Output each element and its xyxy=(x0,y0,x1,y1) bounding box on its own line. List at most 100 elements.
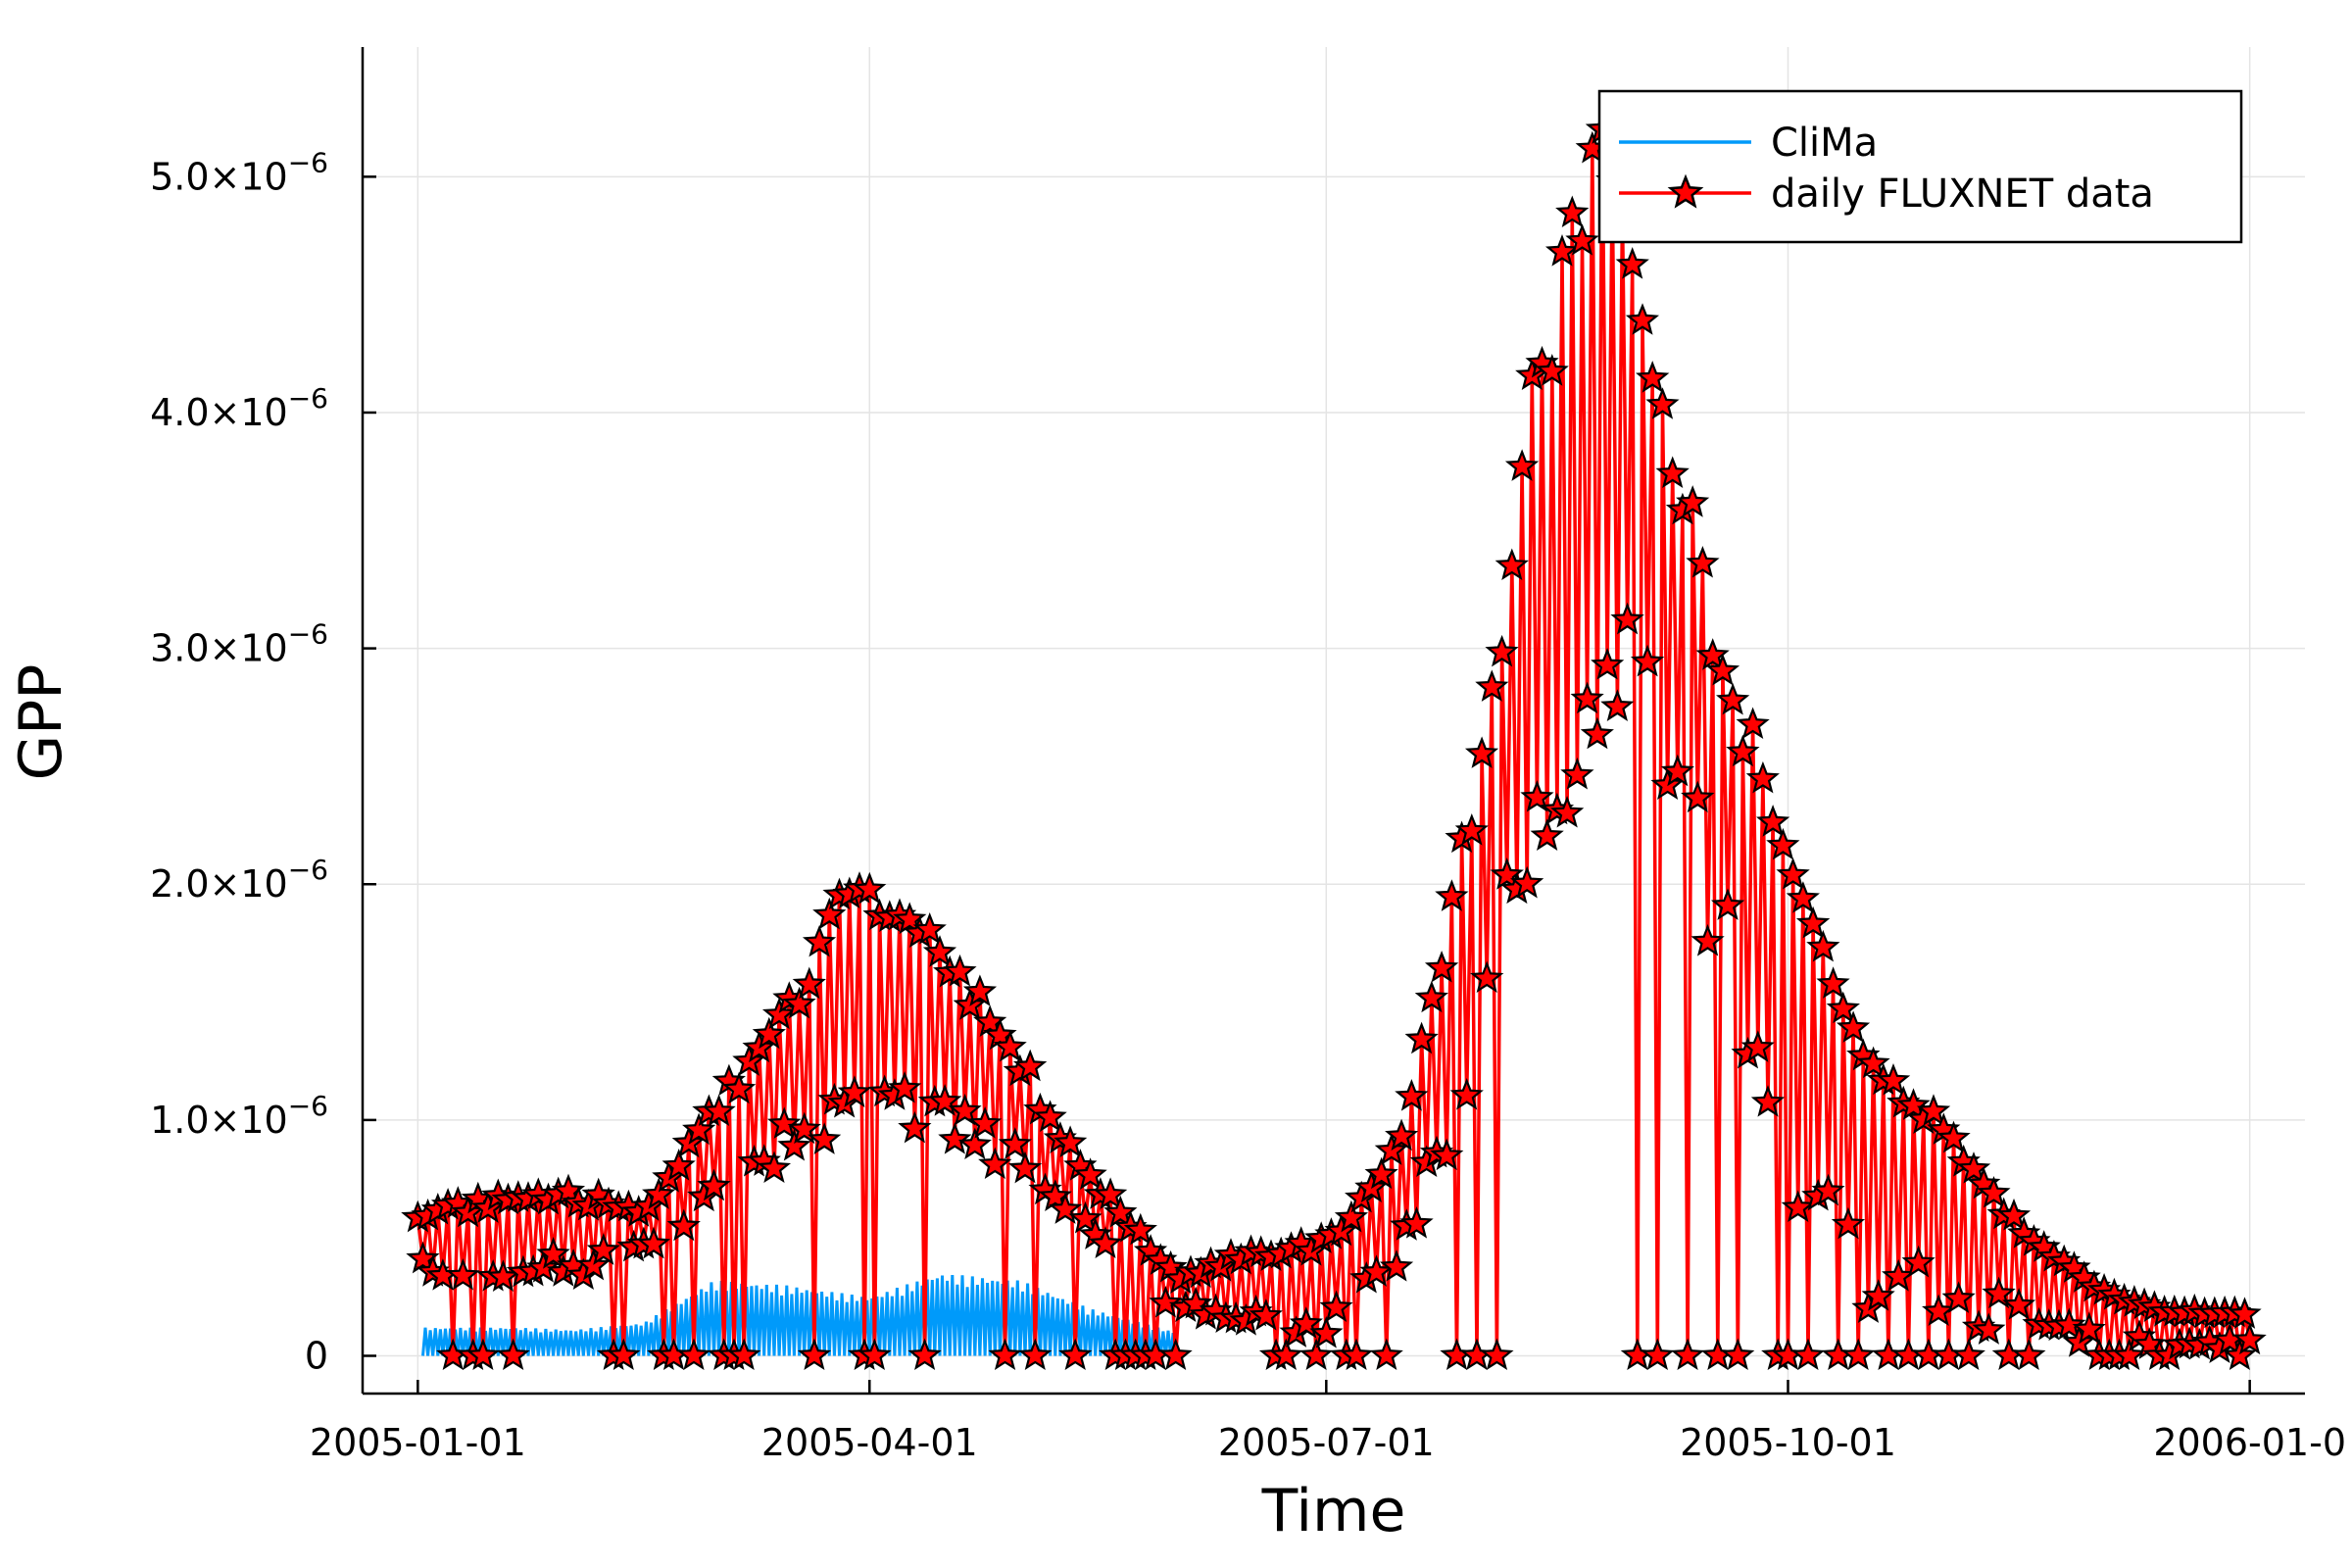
x-tick-label: 2005-10-01 xyxy=(1680,1421,1896,1464)
fluxnet-point xyxy=(1660,754,1694,787)
legend-box xyxy=(1597,89,2243,244)
fluxnet-point xyxy=(446,1257,480,1291)
fluxnet-point xyxy=(957,1127,992,1160)
fluxnet-point xyxy=(636,1226,671,1259)
fluxnet-point xyxy=(1686,545,1720,578)
x-tick-label: 2005-04-01 xyxy=(761,1421,978,1464)
fluxnet-point xyxy=(1580,716,1614,750)
fluxnet-point xyxy=(1494,548,1529,581)
fluxnet-point xyxy=(1982,1276,2016,1309)
fluxnet-point xyxy=(1786,881,1820,913)
fluxnet-point xyxy=(1565,223,1599,256)
fluxnet-point xyxy=(1369,1338,1403,1371)
fluxnet-point xyxy=(1941,1281,1976,1313)
fluxnet-line xyxy=(416,127,2252,1358)
fluxnet-point xyxy=(1615,247,1649,279)
fluxnet-point xyxy=(1093,1177,1128,1209)
fluxnet-point xyxy=(1636,361,1670,393)
fluxnet-point xyxy=(1736,707,1770,740)
fluxnet-point xyxy=(1826,991,1860,1024)
fluxnet-point xyxy=(1790,1338,1826,1371)
fluxnet-point xyxy=(642,1177,676,1209)
fluxnet-point xyxy=(2012,1338,2046,1371)
fluxnet-point xyxy=(2062,1325,2096,1357)
fluxnet-point xyxy=(993,1029,1027,1062)
fluxnet-point xyxy=(787,1111,821,1145)
fluxnet-point xyxy=(1972,1312,2006,1345)
fluxnet-series-line xyxy=(416,127,2252,1358)
fluxnet-point xyxy=(948,1093,982,1126)
y-tick-label: 5.0×10−6 xyxy=(150,146,328,198)
fluxnet-point xyxy=(962,974,998,1006)
fluxnet-point xyxy=(1430,1138,1464,1171)
fluxnet-point xyxy=(1480,1338,1514,1371)
fluxnet-point xyxy=(1745,760,1780,794)
fluxnet-point xyxy=(1435,879,1469,911)
fluxnet-point xyxy=(1424,950,1459,983)
fluxnet-point xyxy=(1710,888,1745,920)
fluxnet-point xyxy=(797,1338,832,1371)
fluxnet-point xyxy=(1795,906,1831,939)
fluxnet-point xyxy=(2052,1307,2086,1341)
fluxnet-point xyxy=(1334,1200,1369,1233)
fluxnet-point xyxy=(1841,1338,1876,1371)
fluxnet-point xyxy=(1364,1156,1398,1190)
fluxnet-point xyxy=(1670,1338,1705,1371)
fluxnet-point xyxy=(943,954,977,987)
fluxnet-point xyxy=(536,1237,570,1269)
fluxnet-point xyxy=(1726,734,1760,767)
legend-fluxnet-label: daily FLUXNET data xyxy=(1771,172,2154,217)
fluxnet-point xyxy=(1544,234,1580,267)
fluxnet-point xyxy=(1716,682,1750,715)
fluxnet-point xyxy=(1936,1120,1971,1153)
fluxnet-point xyxy=(998,1127,1032,1159)
fluxnet-point xyxy=(1996,1198,2032,1231)
fluxnet-point xyxy=(1504,449,1540,481)
fluxnet-point xyxy=(2001,1288,2036,1320)
fluxnet-point xyxy=(853,871,887,905)
fluxnet-point xyxy=(1861,1279,1895,1311)
fluxnet-point xyxy=(727,1338,761,1371)
fluxnet-point xyxy=(858,1338,892,1371)
fluxnet-point xyxy=(1395,1078,1429,1111)
fluxnet-point xyxy=(671,1125,707,1158)
fluxnet-point xyxy=(1555,195,1590,228)
fluxnet-point xyxy=(1535,354,1569,386)
fluxnet-point xyxy=(2072,1311,2106,1345)
fluxnet-point xyxy=(1048,1192,1083,1224)
fluxnet-point xyxy=(1033,1100,1067,1132)
fluxnet-point xyxy=(1655,456,1690,489)
fluxnet-point xyxy=(1740,1030,1775,1062)
fluxnet-point xyxy=(1856,1046,1890,1079)
y-tick-label: 0 xyxy=(305,1334,328,1377)
fluxnet-point xyxy=(1600,689,1635,721)
fluxnet-point xyxy=(1404,1021,1439,1054)
fluxnet-point xyxy=(721,1071,757,1104)
fluxnet-point xyxy=(1721,1338,1755,1371)
fluxnet-point xyxy=(1379,1250,1414,1282)
fluxnet-point xyxy=(1054,1125,1088,1158)
fluxnet-point xyxy=(682,1112,716,1146)
fluxnet-point xyxy=(1560,757,1594,790)
fluxnet-point xyxy=(1916,1094,1951,1126)
fluxnet-point xyxy=(1610,602,1644,635)
fluxnet-point xyxy=(888,1070,922,1103)
fluxnet-point xyxy=(526,1250,561,1283)
fluxnet-point xyxy=(1816,966,1850,999)
fluxnet-point xyxy=(1449,1077,1484,1110)
fluxnet-point xyxy=(1038,1179,1072,1211)
fluxnet-point xyxy=(837,1075,872,1107)
fluxnet-point xyxy=(1591,647,1625,680)
fluxnet-point xyxy=(607,1338,641,1371)
y-tick-label: 4.0×10−6 xyxy=(150,382,328,434)
fluxnet-point xyxy=(1977,1176,2011,1208)
fluxnet-point xyxy=(1676,485,1710,517)
fluxnet-point xyxy=(1249,1298,1283,1331)
fluxnet-point xyxy=(1470,960,1504,994)
fluxnet-point xyxy=(1922,1294,1956,1327)
fluxnet-point xyxy=(752,1016,786,1050)
fluxnet-point xyxy=(973,1004,1007,1038)
fluxnet-point xyxy=(1464,736,1499,768)
legend-fluxnet-star-icon xyxy=(1667,173,1704,209)
